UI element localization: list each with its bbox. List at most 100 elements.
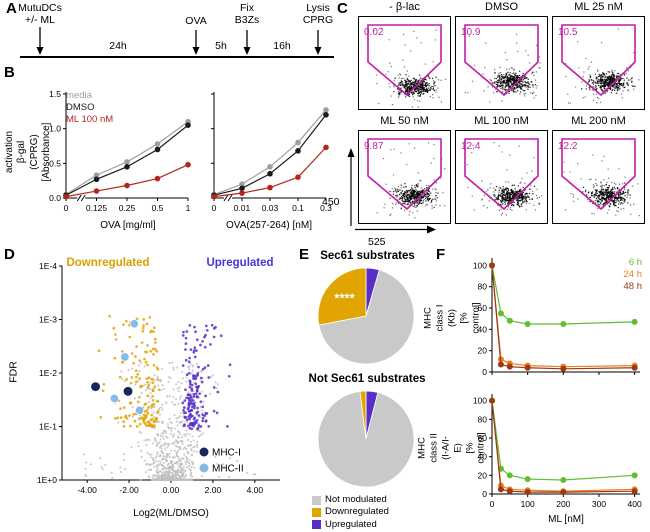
panel-a-label: A: [6, 0, 17, 17]
panel-d-label: D: [4, 246, 15, 263]
panel-b-label: B: [4, 64, 15, 81]
down-arrow-icon: [243, 30, 251, 55]
b-legend: media DMSO ML 100 nM: [66, 90, 113, 126]
legend-item: ML 100 nM: [66, 113, 114, 125]
modulation-legend: Not modulated Downregulated Upregulated: [312, 494, 389, 531]
svg-text:-4.00: -4.00: [77, 485, 97, 495]
flow-title-ml25: ML 25 nM: [574, 1, 623, 13]
svg-text:0.02: 0.02: [364, 27, 384, 38]
svg-text:1.0: 1.0: [49, 124, 61, 134]
timeline-duration-16h: 16h: [273, 40, 291, 52]
svg-text:0.00: 0.00: [163, 485, 180, 495]
svg-text:MHC-I: MHC-I: [212, 448, 241, 459]
svg-text:10.9: 10.9: [461, 27, 481, 38]
mhc2-chart: 0 20 40 60 80 100 0 100 200 300 400: [473, 394, 642, 509]
up-arrow-icon: [347, 148, 355, 226]
svg-text:100: 100: [473, 396, 487, 406]
svg-text:MHC-II: MHC-II: [212, 464, 244, 475]
svg-text:20: 20: [478, 346, 488, 356]
svg-text:4.00: 4.00: [247, 485, 264, 495]
svg-text:1.5: 1.5: [49, 89, 61, 99]
svg-text:80: 80: [478, 282, 488, 292]
svg-text:0.25: 0.25: [119, 203, 136, 213]
legend-swatch: [312, 495, 321, 505]
down-arrow-icon: [314, 30, 322, 55]
volcano-y-axis-title-text: FDR: [7, 361, 20, 383]
svg-text:0.5: 0.5: [49, 158, 61, 168]
flow-plot-blac: 0.02: [358, 16, 451, 110]
flow-plot-dmso: 10.9: [455, 16, 548, 110]
svg-text:12.4: 12.4: [461, 141, 481, 152]
svg-text:10.5: 10.5: [558, 27, 578, 38]
b-right-chart: 0 0.01 0.03 0.1 0.3: [211, 92, 332, 213]
svg-text:0: 0: [490, 499, 495, 509]
timeline-duration-5h: 5h: [215, 40, 227, 52]
svg-text:0: 0: [482, 489, 487, 499]
svg-text:60: 60: [478, 303, 488, 313]
flow-title-ml50: ML 50 nM: [380, 115, 429, 127]
right-arrow-icon: [355, 225, 436, 234]
flow-title-blac: - β-lac: [389, 1, 420, 13]
svg-text:0.1: 0.1: [292, 203, 304, 213]
down-arrow-icon: [36, 27, 44, 55]
volcano-plot: 1E-4 1E-3 1E-2 1E-1 1E+0 -4.00 -2.00 0.00 2.00 4.…: [37, 261, 280, 495]
svg-text:40: 40: [478, 452, 488, 462]
svg-text:****: ****: [334, 290, 355, 305]
panel-f-label: F: [436, 246, 446, 263]
svg-text:20: 20: [478, 470, 488, 480]
flow-title-ml100: ML 100 nM: [474, 115, 529, 127]
f-legend: 6 h 24 h 48 h: [592, 257, 643, 293]
pie-top-title: Sec61 substrates: [320, 250, 415, 262]
svg-text:60: 60: [478, 433, 488, 443]
pie-sec61-substrates: ****: [317, 267, 415, 365]
svg-text:1E-3: 1E-3: [39, 315, 57, 325]
volcano-downregulated-annotation: Downregulated: [66, 257, 150, 269]
svg-text:1: 1: [186, 203, 191, 213]
legend-item: Downregulated: [312, 506, 389, 518]
flow-plot-ml200: 12.2: [552, 130, 645, 224]
flow-plot-ml25: 10.5: [552, 16, 645, 110]
svg-text:0.3: 0.3: [320, 203, 332, 213]
legend-item: 6 h: [628, 257, 642, 268]
svg-text:0.03: 0.03: [262, 203, 279, 213]
svg-text:2.00: 2.00: [205, 485, 222, 495]
svg-text:1E-1: 1E-1: [39, 422, 57, 432]
legend-item: media: [66, 90, 92, 101]
legend-item: 24 h: [623, 268, 643, 280]
svg-text:40: 40: [478, 324, 488, 334]
b-left-x-axis-title: OVA [mg/ml]: [100, 220, 156, 231]
legend-item: 48 h: [623, 280, 643, 292]
svg-text:100: 100: [521, 499, 535, 509]
b-left-chart: 0.0 0.5 1.0 1.5 0 0.125 0.25 0.5 1: [49, 89, 191, 213]
flow-y-axis-label: 450: [322, 196, 340, 208]
timeline-event-mutudcs-ml: MutuDCs +/- ML: [18, 2, 62, 27]
volcano-upregulated-annotation: Upregulated: [206, 257, 274, 269]
flow-plot-ml100: 12.4: [455, 130, 548, 224]
svg-text:0.01: 0.01: [234, 203, 251, 213]
svg-text:0: 0: [482, 367, 487, 377]
panel-e-label: E: [299, 246, 310, 263]
svg-text:1E+0: 1E+0: [37, 475, 57, 485]
flow-title-ml200: ML 200 nM: [571, 115, 626, 127]
svg-text:80: 80: [478, 414, 488, 424]
svg-text:0.0: 0.0: [49, 193, 61, 203]
timeline-axis: [20, 56, 334, 58]
panel-c-label: C: [337, 0, 348, 17]
svg-text:0: 0: [64, 203, 69, 213]
svg-text:400: 400: [628, 499, 642, 509]
legend-swatch: [312, 507, 321, 517]
legend-item: Upregulated: [312, 519, 389, 531]
flow-plot-ml50: 9.87: [358, 130, 451, 224]
svg-text:1E-4: 1E-4: [39, 261, 57, 271]
legend-swatch: [312, 520, 321, 530]
svg-text:0: 0: [212, 203, 217, 213]
flow-x-axis-label: 525: [368, 236, 386, 248]
svg-text:12.2: 12.2: [558, 141, 578, 152]
svg-text:300: 300: [592, 499, 606, 509]
svg-text:100: 100: [473, 260, 487, 270]
svg-text:1E-2: 1E-2: [39, 368, 57, 378]
svg-text:0.125: 0.125: [86, 203, 108, 213]
mhc1-chart: 0 20 40 60 80 100: [473, 258, 640, 377]
timeline-duration-24h: 24h: [109, 40, 127, 52]
